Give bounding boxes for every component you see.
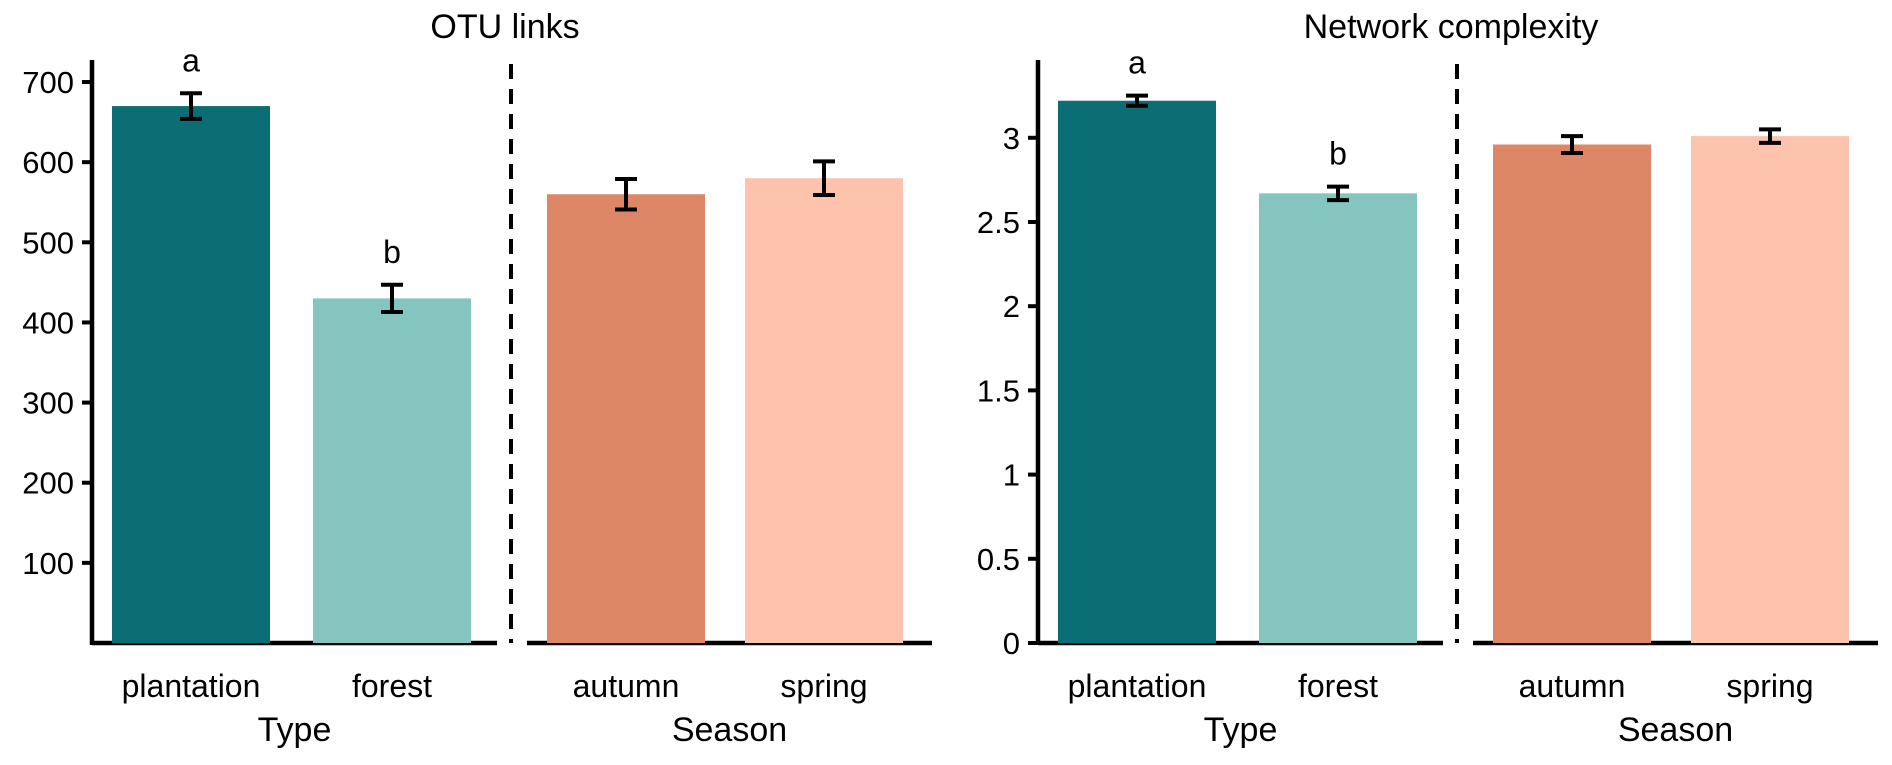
network-complexity-chart: Network complexity 0 0.5 1 1.5 2 2.5 3 a plantati… xyxy=(977,8,1878,749)
y-tick-label: 0.5 xyxy=(977,542,1020,577)
y-tick-label: 200 xyxy=(22,466,74,501)
y-tick-label: 700 xyxy=(22,65,74,100)
y-tick-label: 2.5 xyxy=(977,205,1020,240)
x-category-label-autumn: autumn xyxy=(573,668,680,704)
chart-title: Network complexity xyxy=(1304,8,1599,46)
x-category-label-spring: spring xyxy=(1726,668,1813,704)
x-axis-title-type: Type xyxy=(1204,711,1278,749)
y-tick-label: 500 xyxy=(22,225,74,260)
otu-links-chart: OTU links 100 200 300 400 500 600 700 a plantatio… xyxy=(22,8,932,749)
y-tick-label: 600 xyxy=(22,145,74,180)
bar-plantation xyxy=(1058,100,1216,643)
bar-forest xyxy=(313,298,471,643)
y-tick-label: 2 xyxy=(1003,289,1020,324)
bar-autumn xyxy=(1493,144,1651,643)
y-tick-label: 400 xyxy=(22,305,74,340)
bar-autumn xyxy=(547,194,705,643)
y-tick-label: 100 xyxy=(22,546,74,581)
x-axis-title-season: Season xyxy=(672,711,787,749)
bar-plantation xyxy=(112,106,270,643)
y-tick-label: 0 xyxy=(1003,626,1020,661)
x-category-label-spring: spring xyxy=(780,668,867,704)
x-category-label-forest: forest xyxy=(352,668,432,704)
x-category-label-plantation: plantation xyxy=(1068,668,1207,704)
y-tick-label: 1 xyxy=(1003,458,1020,493)
bar-spring xyxy=(1691,136,1849,643)
x-axis-title-season: Season xyxy=(1618,711,1733,749)
y-tick-label: 1.5 xyxy=(977,373,1020,408)
sig-letter-b: b xyxy=(1329,136,1347,172)
y-tick-label: 300 xyxy=(22,386,74,421)
sig-letter-a: a xyxy=(1128,45,1146,81)
bar-spring xyxy=(745,178,903,643)
bar-forest xyxy=(1259,193,1417,644)
sig-letter-a: a xyxy=(182,42,200,78)
chart-title: OTU links xyxy=(430,8,579,46)
x-axis-title-type: Type xyxy=(258,711,332,749)
sig-letter-b: b xyxy=(383,234,401,270)
x-category-label-forest: forest xyxy=(1298,668,1378,704)
x-category-label-plantation: plantation xyxy=(122,668,261,704)
x-category-label-autumn: autumn xyxy=(1519,668,1626,704)
y-tick-label: 3 xyxy=(1003,121,1020,156)
